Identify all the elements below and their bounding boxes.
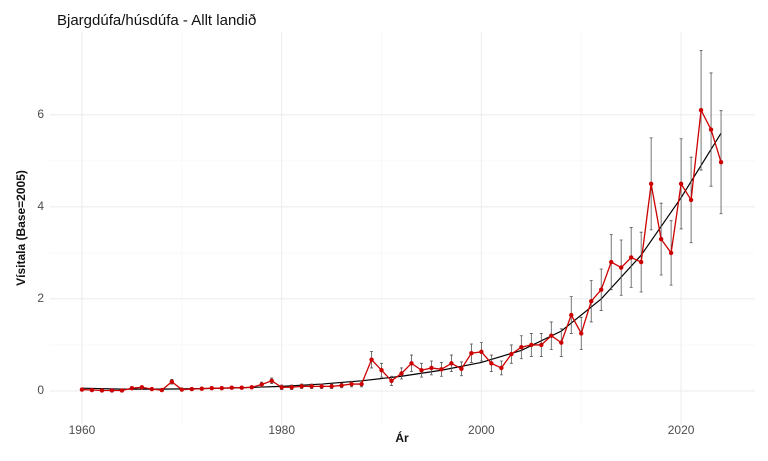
data-point	[698, 108, 704, 113]
data-point	[678, 181, 684, 187]
data-point	[219, 385, 224, 391]
data-point	[409, 361, 414, 366]
data-point	[718, 160, 724, 165]
y-tick-label: 6	[37, 107, 44, 121]
data-point	[139, 385, 145, 390]
y-tick-label: 4	[37, 199, 44, 213]
y-tick-label: 0	[37, 383, 44, 397]
data-point	[489, 361, 494, 366]
data-point	[519, 345, 524, 350]
data-point	[559, 340, 564, 345]
data-point	[179, 387, 185, 392]
data-point	[199, 386, 204, 391]
data-point	[269, 378, 274, 384]
data-point	[299, 384, 304, 389]
data-point	[609, 259, 614, 265]
data-point	[509, 351, 514, 357]
data-point	[109, 388, 115, 393]
data-point	[389, 378, 394, 384]
data-point	[349, 381, 354, 387]
x-tick-label: 1960	[69, 423, 96, 437]
x-tick-label: 2000	[468, 423, 495, 437]
data-point	[119, 388, 125, 393]
x-tick-label: 2020	[668, 423, 695, 437]
data-point	[159, 387, 165, 393]
trend-line	[81, 132, 722, 390]
chart-title: Bjargdúfa/húsdúfa - Allt landið	[57, 12, 256, 29]
data-point	[628, 255, 634, 260]
data-point	[89, 387, 95, 393]
data-point	[459, 366, 464, 372]
data-point	[479, 349, 484, 355]
data-point	[579, 331, 584, 336]
data-point	[399, 371, 404, 376]
data-point	[429, 365, 434, 371]
data-point	[708, 127, 714, 132]
data-point	[688, 197, 694, 203]
data-point	[169, 379, 175, 384]
data-point	[149, 386, 155, 392]
data-point	[449, 361, 454, 366]
data-point	[529, 342, 534, 348]
data-point	[379, 368, 384, 373]
data-point	[289, 385, 294, 390]
data-point	[339, 383, 344, 388]
data-point	[79, 387, 85, 392]
x-tick-label: 1980	[268, 423, 295, 437]
data-point	[569, 312, 574, 318]
data-point	[309, 384, 314, 389]
data-point	[99, 388, 105, 393]
data-line	[81, 108, 722, 392]
data-point	[589, 299, 594, 304]
data-point	[279, 385, 284, 390]
data-point	[189, 386, 194, 392]
y-tick-label: 2	[37, 291, 44, 305]
y-axis-label: Vísitala (Base=2005)	[14, 170, 28, 286]
data-point	[239, 385, 244, 390]
data-point	[658, 236, 664, 242]
data-point	[439, 367, 444, 372]
data-point	[599, 287, 604, 292]
data-point	[129, 385, 135, 391]
data-point	[319, 384, 324, 389]
data-point	[419, 368, 424, 373]
data-point	[259, 382, 264, 387]
data-point	[539, 342, 544, 348]
data-point	[618, 265, 624, 270]
data-point	[668, 250, 674, 256]
data-point	[249, 385, 254, 390]
data-point	[549, 333, 554, 338]
data-point	[469, 351, 474, 356]
data-point	[648, 181, 654, 187]
data-point	[359, 381, 364, 387]
data-point	[209, 385, 214, 391]
data-point	[638, 259, 644, 265]
data-point	[329, 384, 334, 389]
x-axis-label: Ár	[395, 430, 409, 445]
data-point	[369, 357, 374, 362]
data-point	[229, 385, 234, 390]
data-point	[499, 365, 504, 371]
